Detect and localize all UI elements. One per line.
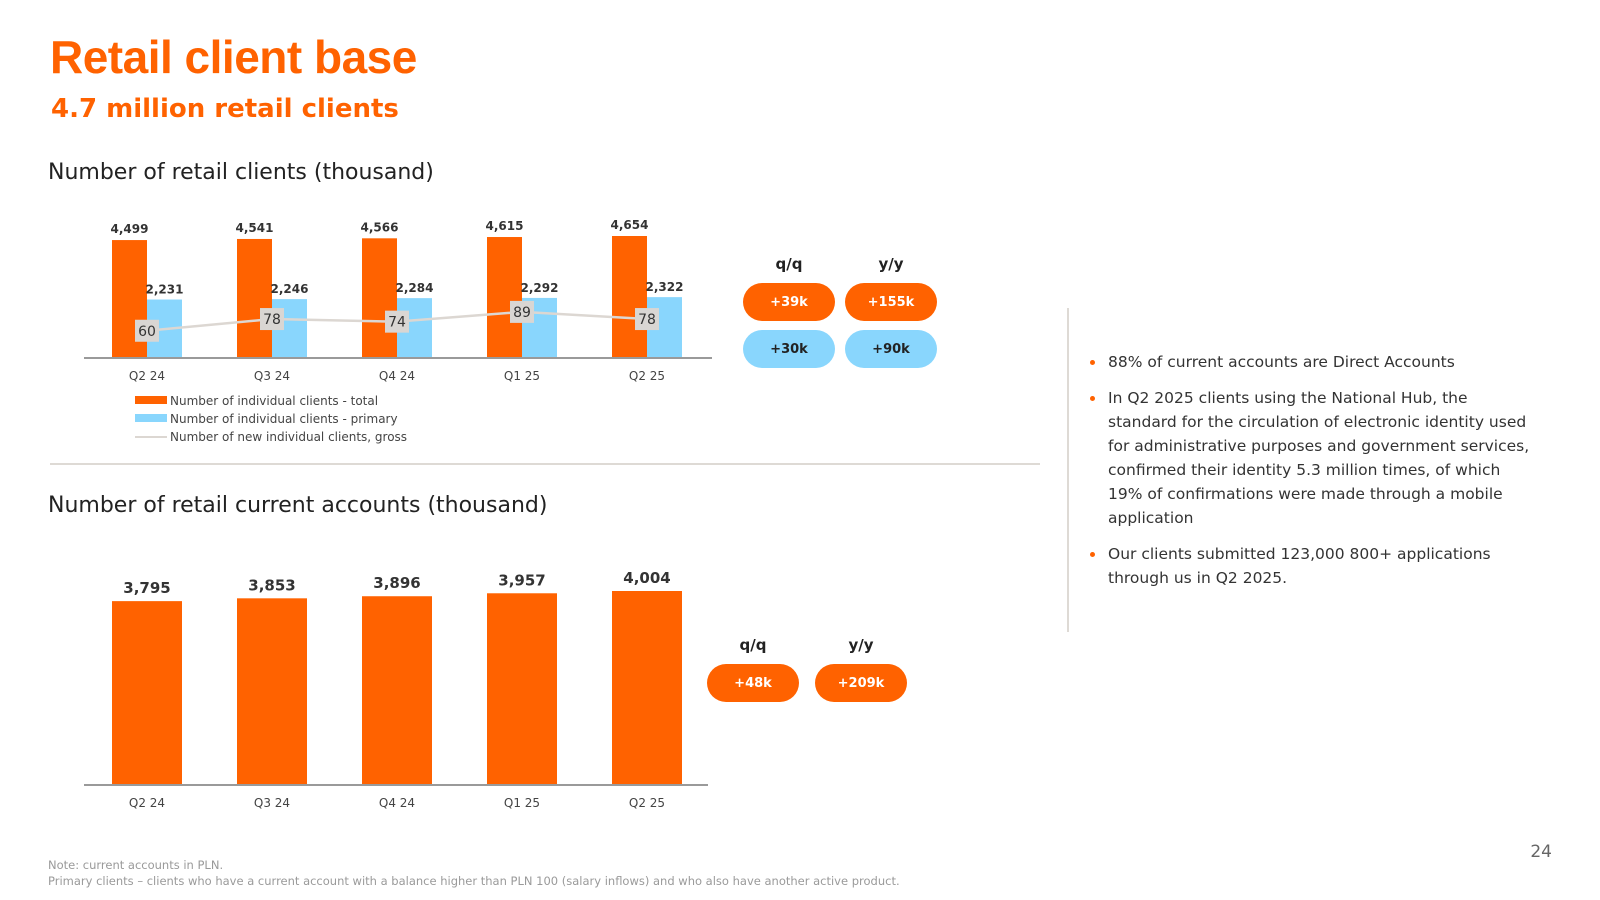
bar-clients-total [487,237,522,358]
accounts-qq-badge: +48k [707,664,799,702]
label-current-accounts: 3,853 [248,576,295,594]
x-tick-label: Q1 25 [504,369,540,383]
accounts-chart-title: Number of retail current accounts (thous… [48,493,548,518]
label-clients-total: 4,566 [361,220,399,234]
label-current-accounts: 3,795 [123,579,170,597]
clients-chart: 4,499 2,231 4,541 2,246 4,566 2,284 4,615 2,292… [84,218,712,444]
label-clients-total: 4,615 [486,219,524,233]
footnote-primary: Primary clients – clients who have a cur… [48,874,900,888]
x-tick-label: Q2 25 [629,796,665,810]
x-tick-label: Q4 24 [379,796,415,810]
clients-chart-title: Number of retail clients (thousand) [48,160,434,185]
label-clients-total: 4,654 [611,218,649,232]
page-title: Retail client base [50,31,417,83]
point-new-clients [135,319,159,342]
clients-primary-qq-badge: +30k [743,330,835,368]
label-clients-total: 4,541 [236,221,274,235]
section-divider [50,463,1040,465]
x-tick-label: Q3 24 [254,796,290,810]
highlight-item: 88% of current accounts are Direct Accou… [1088,350,1538,374]
point-new-clients [510,300,534,323]
clients-qq-header: q/q [775,255,803,273]
vertical-divider [1067,308,1069,632]
label-new-clients: 78 [263,312,281,328]
label-clients-total: 4,499 [111,222,149,236]
legend-label-total: Number of individual clients - total [170,394,378,408]
label-current-accounts: 3,957 [498,571,545,589]
bar-clients-total [362,238,397,358]
clients-total-qq-badge: +39k [743,283,835,321]
accounts-yy-badge: +209k [815,664,907,702]
clients-total-yy-badge: +155k [845,283,937,321]
page-subtitle: 4.7 million retail clients [51,94,399,124]
label-clients-primary: 2,284 [396,281,434,295]
bar-current-accounts [112,601,182,785]
bar-current-accounts [362,596,432,785]
accounts-qq-header: q/q [739,636,767,654]
label-current-accounts: 3,896 [373,574,420,592]
label-clients-primary: 2,292 [521,281,559,295]
legend-label-new: Number of new individual clients, gross [170,430,407,444]
point-new-clients [385,310,409,333]
legend-label-primary: Number of individual clients - primary [170,412,398,426]
accounts-yy-header: y/y [848,636,874,654]
bar-clients-total [612,236,647,358]
footnote-accounts: Note: current accounts in PLN. [48,858,224,872]
bar-clients-total [237,238,272,358]
label-new-clients: 60 [138,324,156,340]
label-new-clients: 78 [638,312,656,328]
x-tick-label: Q2 25 [629,369,665,383]
label-clients-primary: 2,246 [271,282,309,296]
label-current-accounts: 4,004 [623,569,670,587]
legend-swatch-total [135,396,167,404]
x-tick-label: Q1 25 [504,796,540,810]
point-new-clients [260,308,284,331]
bar-current-accounts [487,593,557,785]
legend-swatch-primary [135,414,167,422]
highlight-item: Our clients submitted 123,000 800+ appli… [1088,542,1538,590]
clients-yy-header: y/y [878,255,904,273]
page-number: 24 [1530,842,1552,862]
label-clients-primary: 2,322 [646,280,684,294]
bar-current-accounts [237,598,307,785]
clients-primary-yy-badge: +90k [845,330,937,368]
x-tick-label: Q2 24 [129,369,165,383]
point-new-clients [635,308,659,331]
x-tick-label: Q3 24 [254,369,290,383]
highlights-list: 88% of current accounts are Direct Accou… [1088,350,1538,602]
label-new-clients: 74 [388,315,406,331]
highlight-item: In Q2 2025 clients using the National Hu… [1088,386,1538,530]
x-tick-label: Q2 24 [129,796,165,810]
x-tick-label: Q4 24 [379,369,415,383]
accounts-chart: 3,795 3,853 3,896 3,957 4,004 Q2 24 Q3 24 Q4 2… [84,569,708,810]
label-clients-primary: 2,231 [146,283,184,297]
label-new-clients: 89 [513,305,531,321]
bar-current-accounts [612,591,682,785]
